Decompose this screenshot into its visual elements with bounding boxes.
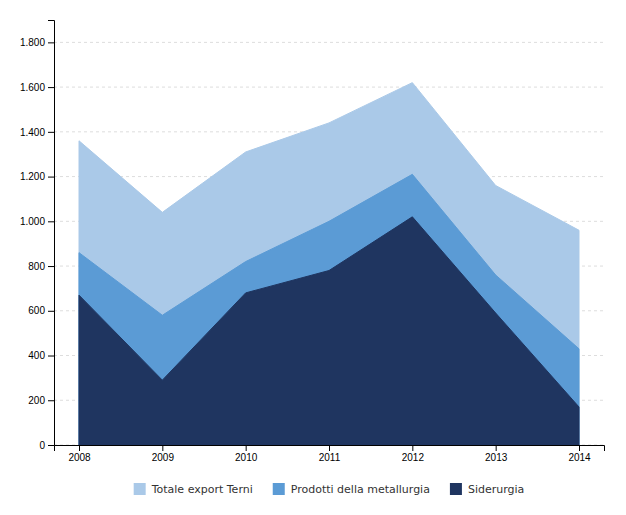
x-axis: 2008 2009 2010 2011 2012 2013 2014 bbox=[55, 445, 605, 463]
tick-mark bbox=[48, 311, 54, 312]
tick: 2012 bbox=[402, 445, 425, 463]
tick: 1.400 bbox=[20, 127, 54, 138]
tick-mark bbox=[162, 445, 163, 451]
legend-label: Prodotti della metallurgia bbox=[291, 483, 430, 496]
grid bbox=[54, 42, 604, 445]
tick: 200 bbox=[28, 395, 54, 406]
legend-item: Prodotti della metallurgia bbox=[273, 483, 430, 496]
tick: 2010 bbox=[235, 445, 258, 463]
tick-label: 1.200 bbox=[20, 171, 45, 182]
legend-swatch bbox=[134, 483, 146, 495]
tick-label: 1.000 bbox=[20, 216, 45, 227]
tick-label: 2009 bbox=[152, 452, 175, 463]
tick-mark bbox=[329, 445, 330, 451]
tick-mark bbox=[246, 445, 247, 451]
tick: 400 bbox=[28, 350, 54, 361]
tick: 2009 bbox=[152, 445, 175, 463]
legend-item: Siderurgia bbox=[450, 483, 524, 496]
tick-mark bbox=[412, 445, 413, 451]
tick-mark bbox=[48, 356, 54, 357]
tick-label: 1.800 bbox=[20, 37, 45, 48]
plot: 0 200 400 600 800 1.000 1.200 1.400 1.600 1.800 20… bbox=[20, 21, 605, 464]
tick-mark bbox=[48, 177, 54, 178]
grid-line bbox=[54, 42, 604, 43]
tick-label: 600 bbox=[28, 305, 45, 316]
tick-mark bbox=[579, 445, 580, 451]
area bbox=[79, 174, 579, 445]
tick: 1.600 bbox=[20, 82, 54, 93]
tick-label: 800 bbox=[28, 261, 45, 272]
tick: 1.800 bbox=[20, 37, 54, 48]
tick: 2008 bbox=[68, 445, 91, 463]
tick-label: 1.600 bbox=[20, 82, 45, 93]
tick-label: 2014 bbox=[568, 452, 591, 463]
tick-label: 2011 bbox=[319, 452, 341, 463]
chart: 0 200 400 600 800 1.000 1.200 1.400 1.600 1.800 20… bbox=[0, 0, 626, 515]
legend: Totale export Terni Prodotti della metall… bbox=[134, 483, 525, 496]
tick-mark bbox=[48, 221, 54, 222]
axis-line bbox=[48, 21, 55, 446]
tick-label: 2010 bbox=[235, 452, 258, 463]
tick: 0 bbox=[39, 440, 54, 451]
tick: 800 bbox=[28, 261, 54, 272]
legend-label: Siderurgia bbox=[468, 483, 524, 496]
tick-mark bbox=[48, 266, 54, 267]
tick-label: 2008 bbox=[68, 452, 91, 463]
marks bbox=[79, 83, 579, 445]
tick-mark bbox=[48, 445, 54, 446]
legend-label: Totale export Terni bbox=[151, 483, 253, 496]
tick-mark bbox=[496, 445, 497, 451]
y-axis: 0 200 400 600 800 1.000 1.200 1.400 1.600 1.800 bbox=[20, 21, 55, 451]
tick-mark bbox=[48, 132, 54, 133]
tick-mark bbox=[48, 400, 54, 401]
area bbox=[79, 83, 579, 445]
tick-label: 400 bbox=[28, 350, 45, 361]
legend-swatch bbox=[450, 483, 462, 495]
tick: 2013 bbox=[485, 445, 508, 463]
tick-mark bbox=[48, 42, 54, 43]
legend-swatch bbox=[273, 483, 285, 495]
tick: 2014 bbox=[568, 445, 591, 463]
tick-mark bbox=[48, 87, 54, 88]
tick: 2011 bbox=[319, 445, 341, 463]
tick: 1.200 bbox=[20, 171, 54, 182]
tick-mark bbox=[79, 445, 80, 451]
tick-label: 1.400 bbox=[20, 127, 45, 138]
tick-label: 200 bbox=[28, 395, 45, 406]
area bbox=[79, 217, 579, 445]
tick-label: 2012 bbox=[402, 452, 425, 463]
tick: 1.000 bbox=[20, 216, 54, 227]
tick-label: 2013 bbox=[485, 452, 508, 463]
legend-item: Totale export Terni bbox=[134, 483, 253, 496]
tick-label: 0 bbox=[39, 440, 45, 451]
axis-line bbox=[55, 446, 605, 452]
grid-line bbox=[54, 87, 604, 88]
tick: 600 bbox=[28, 305, 54, 316]
